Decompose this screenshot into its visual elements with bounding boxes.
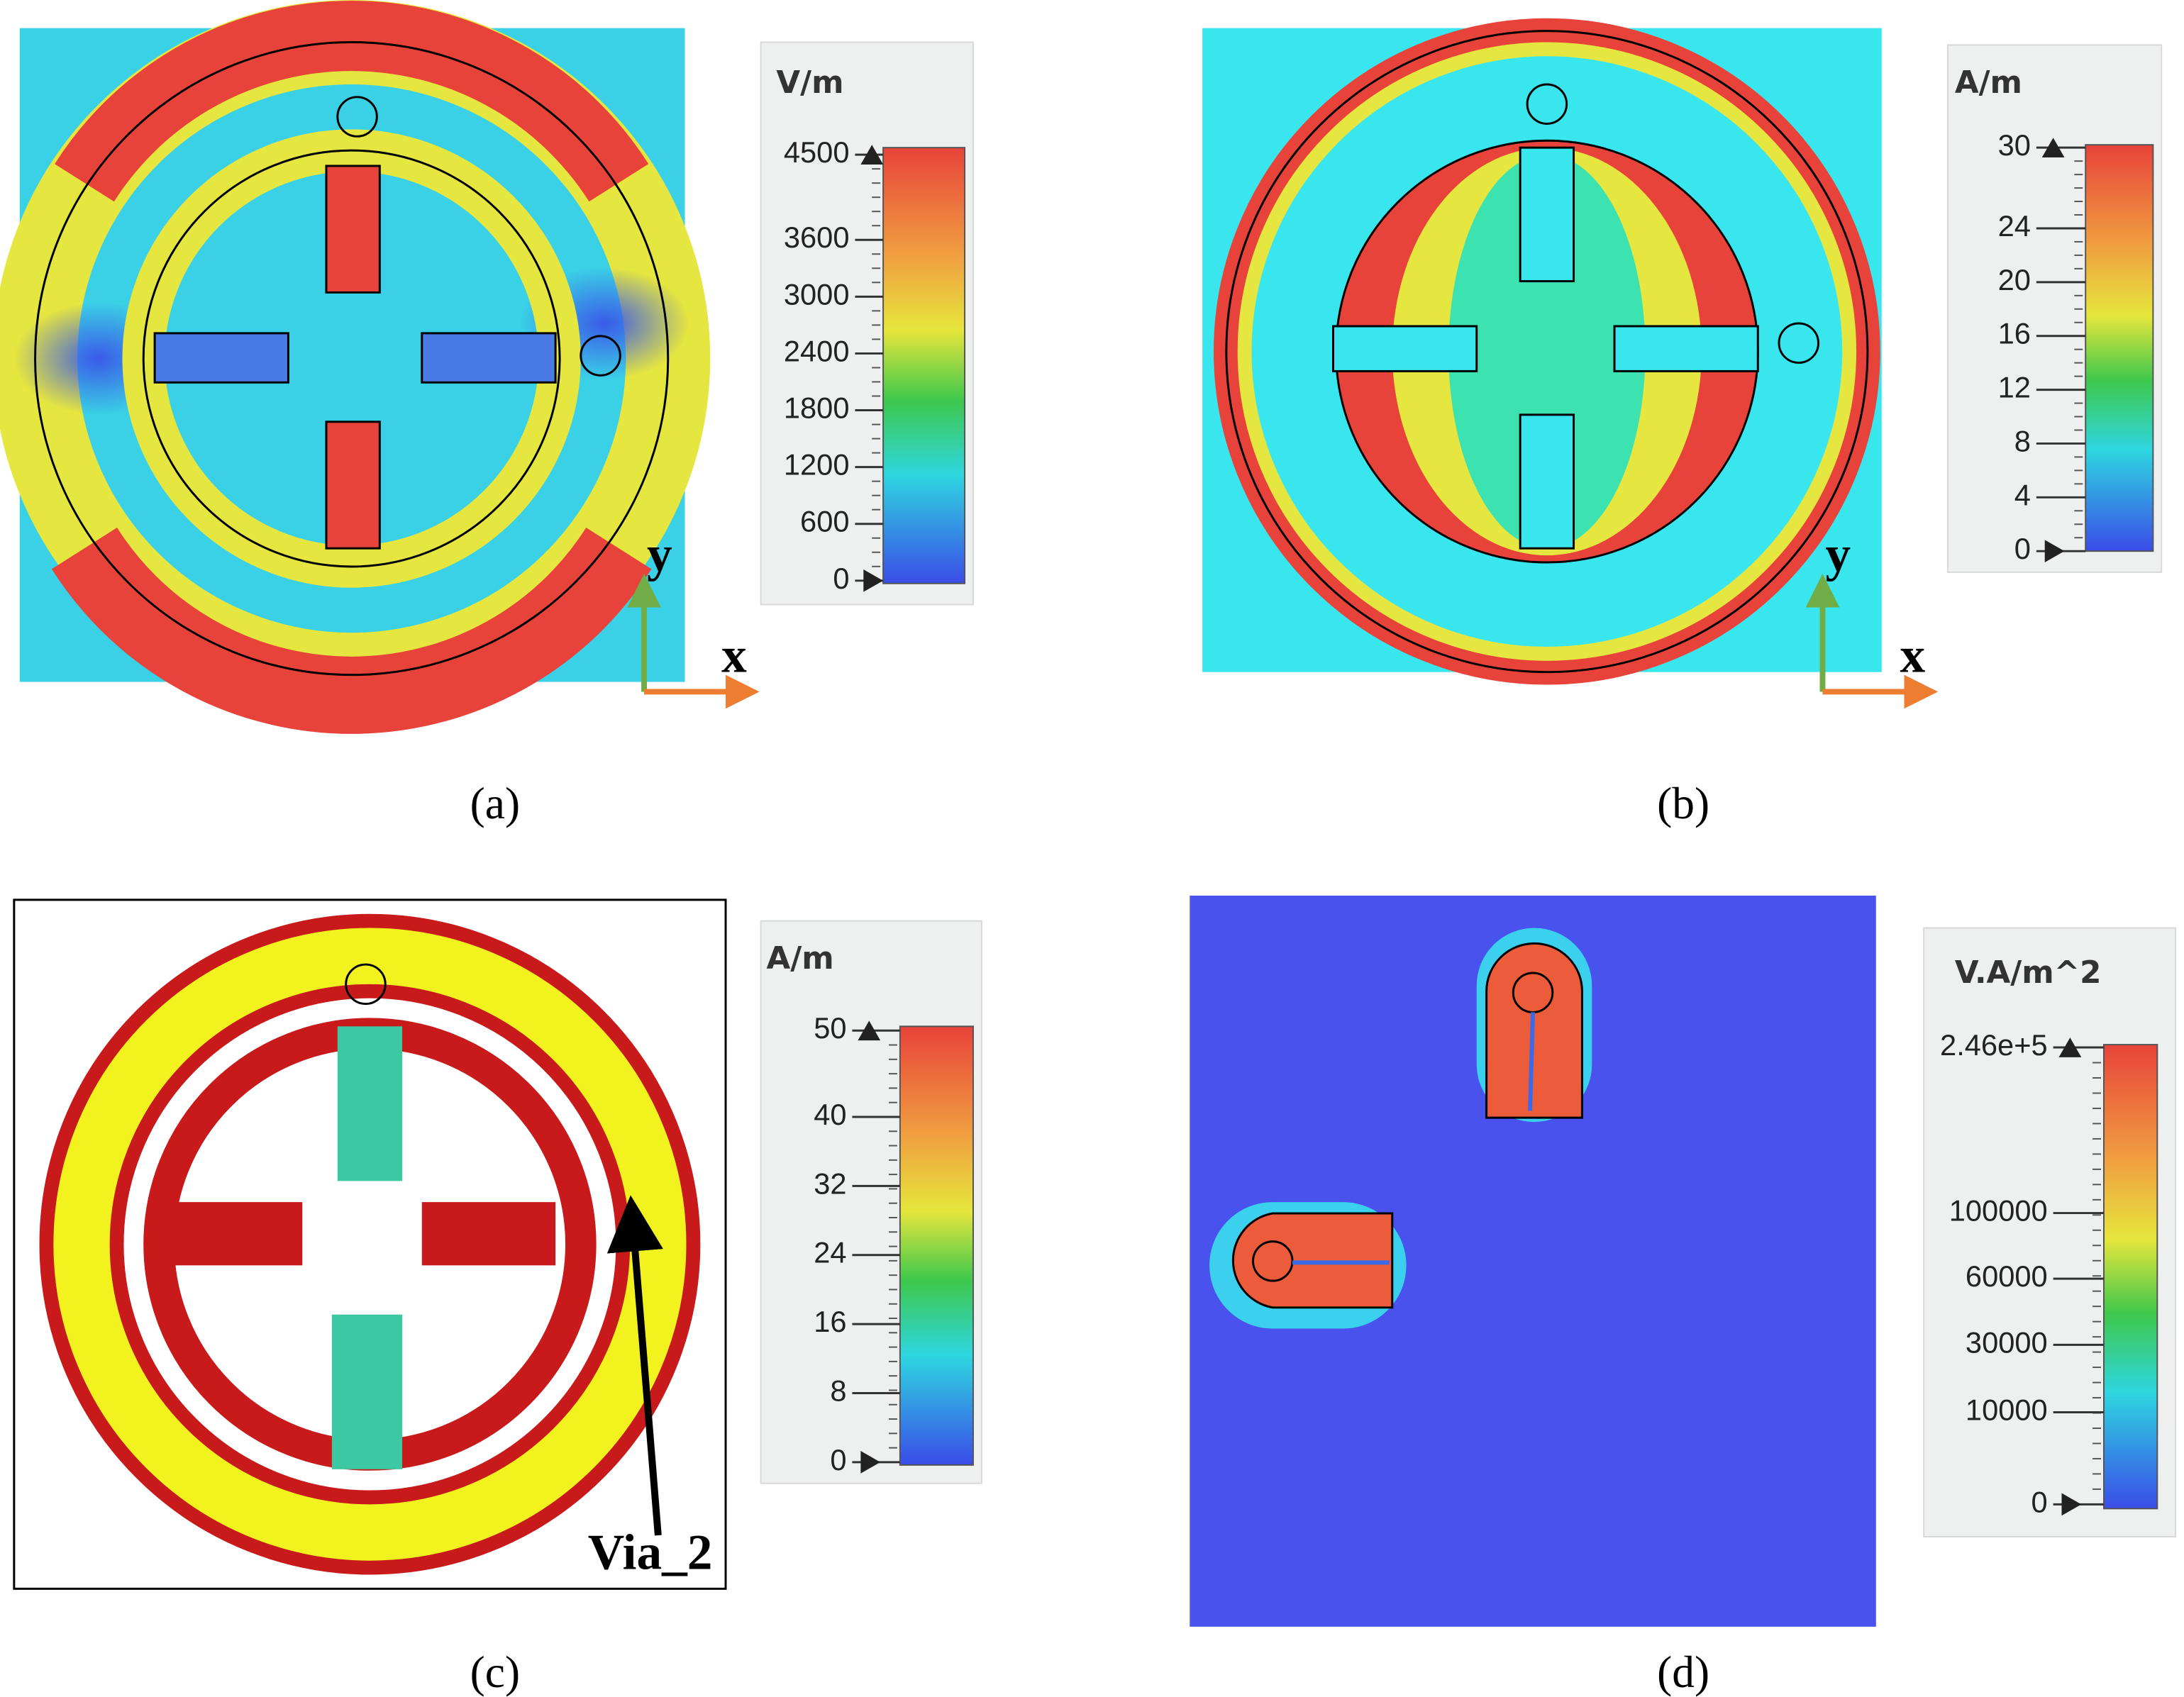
max-marker bbox=[2058, 1037, 2082, 1057]
tick-label: 0 bbox=[830, 1443, 846, 1476]
tick-label: 0 bbox=[2014, 532, 2031, 565]
x-axis-label: x bbox=[721, 628, 747, 684]
tick-label: 60000 bbox=[1966, 1259, 2048, 1293]
colorbar bbox=[2102, 1044, 2158, 1510]
caption: (c) bbox=[470, 1647, 520, 1697]
colorbar-unit: V/m bbox=[776, 65, 843, 101]
caption: (b) bbox=[1657, 778, 1709, 828]
max-marker bbox=[860, 145, 884, 165]
y-axis-label: y bbox=[1825, 526, 1851, 582]
field-plot-d bbox=[1190, 895, 1876, 1627]
min-marker bbox=[863, 569, 884, 592]
annotation: Via_2 bbox=[588, 1525, 713, 1581]
colorbar-unit: V.A/m^2 bbox=[1955, 955, 2102, 991]
field-plot-b bbox=[1202, 18, 1882, 685]
tick-label: 40 bbox=[814, 1098, 846, 1131]
colorbar bbox=[2085, 144, 2154, 552]
tick-label: 16 bbox=[1998, 317, 2031, 350]
colorbar-panel: A/m 30 24 20 16 12 8 4 0 bbox=[1946, 44, 2163, 573]
colorbar-unit: A/m bbox=[1955, 65, 2022, 101]
tick-label: 3000 bbox=[784, 277, 850, 311]
caption: (a) bbox=[470, 778, 520, 828]
min-marker bbox=[860, 1451, 881, 1474]
caption: (d) bbox=[1657, 1647, 1709, 1697]
tick-label: 16 bbox=[814, 1305, 846, 1338]
colorbar bbox=[899, 1025, 974, 1466]
tick-label: 0 bbox=[2031, 1485, 2048, 1518]
tick-label: 8 bbox=[830, 1374, 846, 1408]
tick-label: 0 bbox=[833, 562, 849, 595]
colorbar-panel: A/m 50 40 32 24 16 8 0 bbox=[760, 920, 982, 1484]
colorbar bbox=[882, 147, 966, 584]
y-axis-label: y bbox=[647, 526, 672, 582]
tick-label: 4 bbox=[2014, 478, 2031, 511]
min-marker bbox=[2061, 1493, 2082, 1516]
tick-label: 12 bbox=[1998, 371, 2031, 404]
colorbar-panel: V/m 4500 3600 3000 2400 1800 1200 600 0 bbox=[760, 41, 974, 606]
min-marker bbox=[2044, 540, 2065, 563]
max-marker bbox=[2041, 138, 2065, 158]
tick-label: 32 bbox=[814, 1167, 846, 1200]
field-plot-a bbox=[0, 0, 711, 734]
tick-label: 100000 bbox=[1949, 1194, 2048, 1228]
tick-label: 30000 bbox=[1966, 1325, 2048, 1359]
tick-label: 1800 bbox=[784, 391, 850, 425]
tick-label: 600 bbox=[800, 505, 849, 538]
tick-label: 8 bbox=[2014, 424, 2031, 457]
max-marker bbox=[858, 1020, 881, 1041]
tick-label: 2400 bbox=[784, 334, 850, 367]
tick-label: 50 bbox=[814, 1011, 846, 1045]
tick-label: 1200 bbox=[784, 448, 850, 482]
tick-label: 4500 bbox=[784, 135, 850, 169]
tick-label: 3600 bbox=[784, 221, 850, 254]
tick-label: 20 bbox=[1998, 263, 2031, 296]
x-axis-label: x bbox=[1900, 628, 1926, 684]
tick-label: 24 bbox=[1998, 209, 2031, 243]
vector-plot-c bbox=[13, 898, 727, 1590]
tick-label: 24 bbox=[814, 1236, 846, 1269]
tick-label: 10000 bbox=[1966, 1393, 2048, 1426]
tick-label: 30 bbox=[1998, 128, 2031, 162]
tick-label: 2.46e+5 bbox=[1940, 1028, 2048, 1062]
colorbar-unit: A/m bbox=[767, 941, 834, 977]
